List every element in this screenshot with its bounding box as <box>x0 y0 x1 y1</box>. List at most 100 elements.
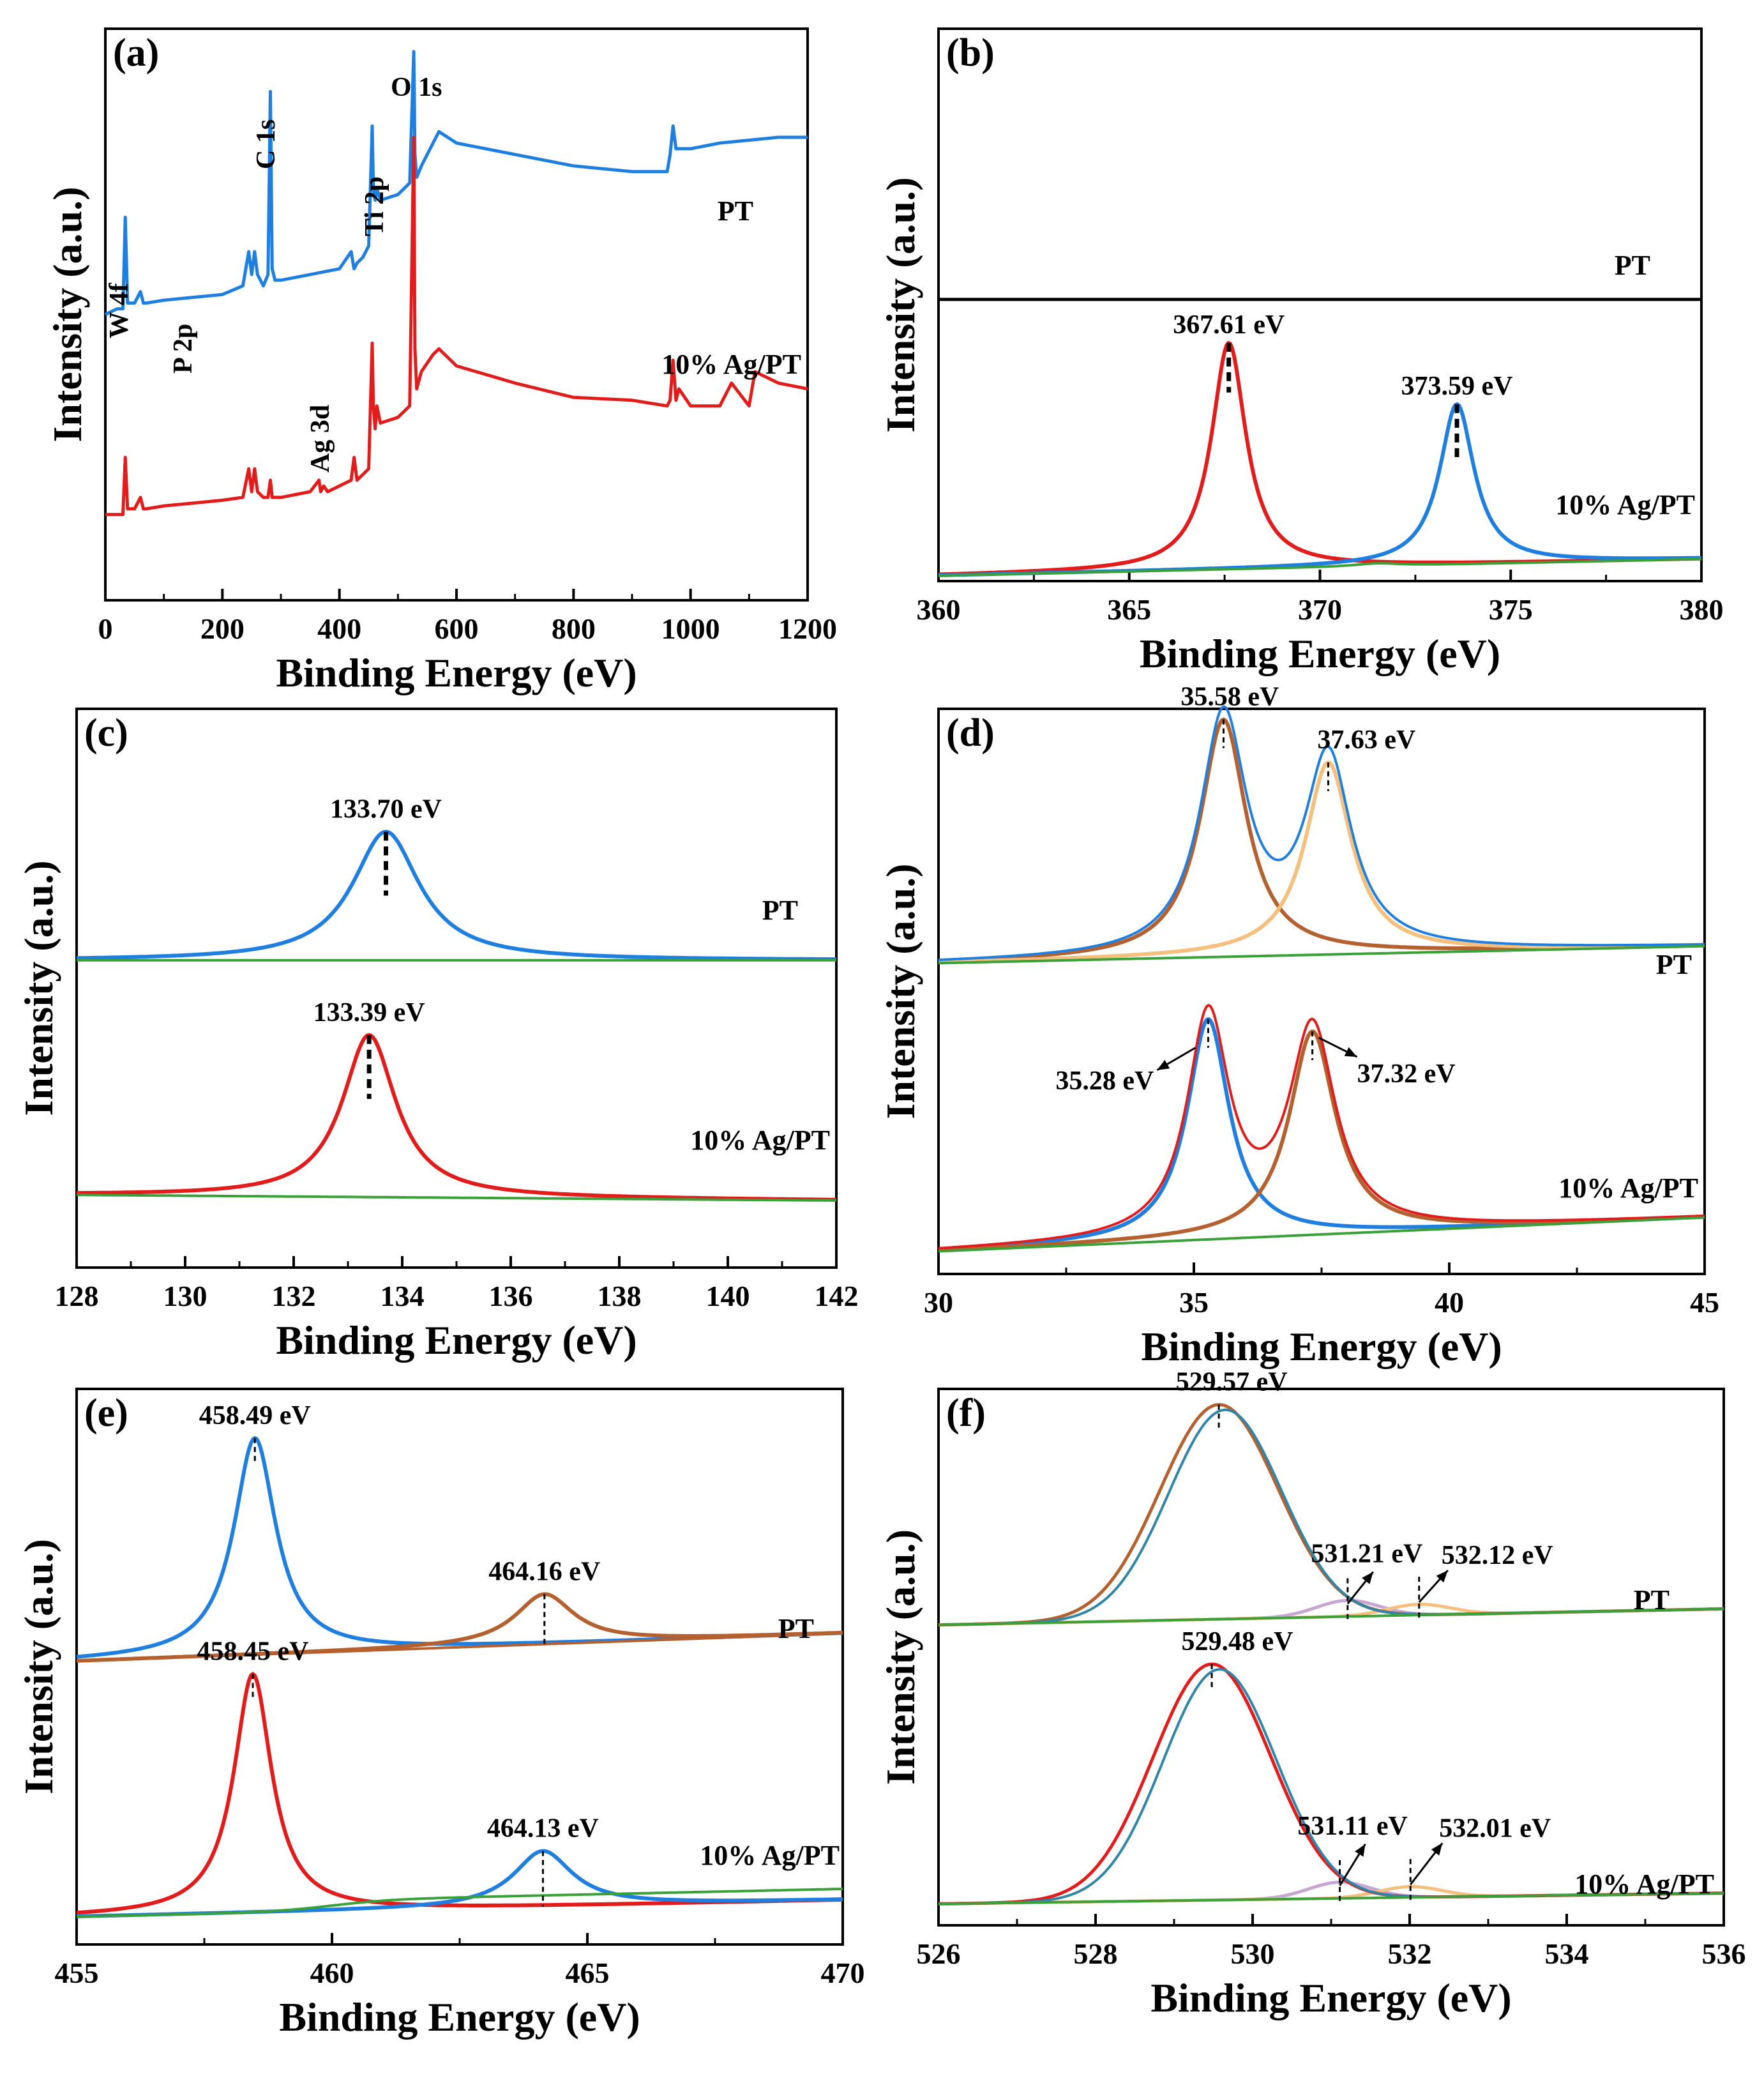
peak-label: 35.28 eV <box>1055 1066 1154 1096</box>
sample-label: PT <box>1656 949 1692 980</box>
series-line-component <box>938 1408 1724 1626</box>
peak-label: 458.45 eV <box>197 1637 309 1666</box>
x-tick-label: 600 <box>435 612 479 645</box>
panel-f: 526 528 530 532 534 536 Binding Energy (eV) Int… <box>878 1368 1746 2020</box>
y-axis-title: Intensity (a.u.) <box>878 1529 923 1785</box>
y-axis-title: Intensity (a.u.) <box>878 863 923 1119</box>
y-axis-title: Intensity (a.u.) <box>878 177 923 432</box>
panel-c: 128 130 132 134 136 138 140 142 Binding Energy (… <box>16 708 859 1363</box>
x-tick-label: 455 <box>55 1957 99 1989</box>
arrow-head <box>1355 1844 1366 1857</box>
series-line-background <box>76 1888 843 1918</box>
x-tick-label: 370 <box>1298 593 1342 626</box>
peak-label: 532.12 eV <box>1442 1541 1553 1570</box>
x-tick-label: 536 <box>1702 1937 1746 1970</box>
series-line-component <box>938 761 1705 964</box>
panel-label: (c) <box>84 711 128 755</box>
x-tick-label: 134 <box>381 1280 425 1312</box>
series-line-background <box>939 1891 1724 1906</box>
x-tick-label: 130 <box>163 1280 207 1312</box>
sample-label: 10% Ag/PT <box>1558 1172 1698 1204</box>
series-line-ti-2p3 <box>76 1672 843 1915</box>
peak-label: 133.39 eV <box>313 998 425 1027</box>
sample-label: PT <box>762 895 798 926</box>
series-line-envelope <box>938 705 1705 962</box>
peak-label: 458.49 eV <box>199 1401 311 1430</box>
series-line-pt-p-2p <box>77 830 836 962</box>
series-line-background <box>939 557 1701 577</box>
arrow-head <box>1157 1059 1170 1070</box>
plot-frame <box>937 1388 1725 1927</box>
peak-label: 373.59 eV <box>1401 372 1513 401</box>
x-tick-label: 528 <box>1074 1937 1118 1970</box>
peak-label: 464.16 eV <box>488 1557 600 1586</box>
x-axis-title: Binding Energy (eV) <box>279 1994 640 2040</box>
sample-label: PT <box>1634 1584 1670 1616</box>
x-tick-label: 45 <box>1690 1286 1719 1319</box>
sample-label: PT <box>718 195 753 227</box>
peak-label: 531.21 eV <box>1311 1539 1422 1568</box>
x-tick-label: 375 <box>1489 593 1533 626</box>
series-line-background <box>938 1216 1705 1253</box>
x-axis-title: Binding Energy (eV) <box>1150 1975 1511 2020</box>
panel-e: 455 460 465 470 Binding Energy (eV) Intensity… <box>16 1388 865 2040</box>
x-tick-label: 470 <box>821 1957 865 1989</box>
series-line-background <box>76 1632 843 1663</box>
x-tick-label: 534 <box>1545 1937 1589 1970</box>
series-line-ag-pt <box>105 135 808 517</box>
arrow-head <box>1431 1843 1443 1856</box>
peak-label: 464.13 eV <box>487 1814 599 1844</box>
peak-label: 529.57 eV <box>1176 1368 1288 1397</box>
peak-label: 35.58 eV <box>1180 683 1279 712</box>
x-tick-label: 30 <box>924 1286 953 1319</box>
peak-label: 367.61 eV <box>1173 310 1285 340</box>
sample-label: 10% Ag/PT <box>661 349 801 380</box>
sample-label: 10% Ag/PT <box>700 1840 840 1871</box>
panel-label: (b) <box>946 31 995 75</box>
x-tick-label: 532 <box>1388 1937 1432 1970</box>
x-axis-title: Binding Energy (eV) <box>1140 631 1500 676</box>
series-line-background <box>938 944 1705 965</box>
arrow-head <box>1436 1570 1448 1583</box>
x-axis-title: Binding Energy (eV) <box>276 1317 637 1363</box>
x-tick-label: 380 <box>1680 593 1724 626</box>
x-tick-label: 0 <box>98 612 113 645</box>
element-label: C 1s <box>252 119 281 169</box>
panel-b: 360 365 370 375 380 Binding Energy (eV) Intens… <box>878 27 1724 676</box>
x-tick-label: 200 <box>200 612 245 645</box>
x-axis-title: Binding Energy (eV) <box>276 650 637 695</box>
peak-label: 529.48 eV <box>1182 1627 1293 1656</box>
y-axis-title: Intensity (a.u.) <box>16 860 61 1116</box>
peak-label: 37.32 eV <box>1357 1059 1456 1089</box>
panel-label: (a) <box>113 31 159 75</box>
sample-label: 10% Ag/PT <box>690 1125 830 1156</box>
sample-label: PT <box>1615 250 1650 281</box>
arrow-head <box>1362 1572 1373 1584</box>
series-line-background <box>938 1607 1724 1626</box>
y-axis-title: Intensity (a.u.) <box>16 1539 61 1794</box>
sample-label: 10% Ag/PT <box>1555 489 1695 520</box>
sample-label: PT <box>778 1613 814 1644</box>
series-line-pt <box>104 50 808 316</box>
peak-label: 531.11 eV <box>1297 1812 1408 1841</box>
x-tick-label: 460 <box>310 1957 354 1989</box>
element-label: Ag 3d <box>306 405 335 473</box>
x-tick-label: 530 <box>1231 1937 1275 1970</box>
x-tick-label: 365 <box>1107 593 1151 626</box>
x-tick-label: 800 <box>552 612 596 645</box>
x-tick-label: 132 <box>272 1280 316 1312</box>
series-line-background <box>77 1193 836 1202</box>
arrow-head <box>1344 1047 1357 1057</box>
plot-frame <box>104 27 809 602</box>
peak-label: 532.01 eV <box>1439 1814 1551 1843</box>
panel-a: 0 200 400 600 800 1000 1200 Binding Energy (eV)… <box>45 27 837 695</box>
element-label: P 2p <box>169 324 198 374</box>
x-tick-label: 35 <box>1179 1286 1209 1319</box>
x-tick-label: 138 <box>598 1280 642 1312</box>
panel-d: 30 35 40 45 Binding Energy (eV) Intensity (a.… <box>878 683 1719 1369</box>
sample-label: 10% Ag/PT <box>1574 1868 1714 1900</box>
series-line-envelope <box>938 1004 1705 1250</box>
x-tick-label: 400 <box>317 612 361 645</box>
x-tick-label: 1000 <box>661 612 720 645</box>
